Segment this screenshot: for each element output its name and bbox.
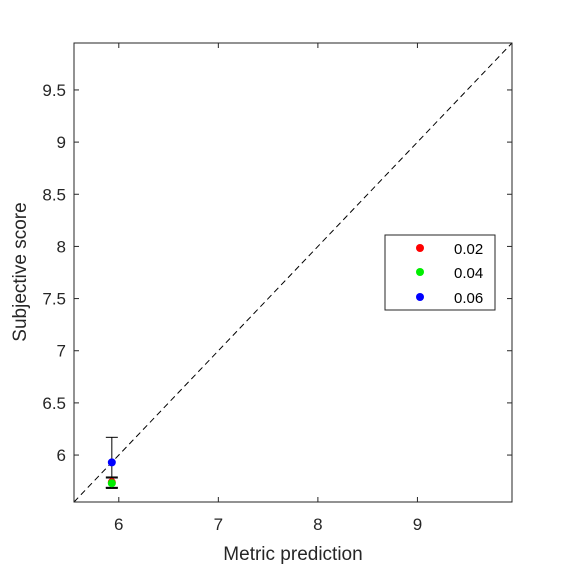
- data-point-0-06: [107, 458, 116, 467]
- y-axis-label: Subjective score: [10, 202, 31, 341]
- legend-label-0-04: 0.04: [454, 265, 483, 282]
- y-tick-label: 8.5: [42, 185, 66, 204]
- y-tick-label: 6: [57, 446, 66, 465]
- x-axis-label: Metric prediction: [223, 544, 362, 565]
- reference-line: [73, 42, 513, 503]
- axes-box: [73, 42, 513, 503]
- legend: 0.02 0.04 0.06: [384, 234, 496, 311]
- x-tick-label: 7: [214, 515, 223, 534]
- y-tick-label: 9.5: [42, 81, 66, 100]
- legend-label-0-06: 0.06: [454, 290, 483, 307]
- legend-label-0-02: 0.02: [454, 241, 483, 258]
- data-point-0-04: [107, 479, 116, 488]
- legend-marker-0-02: [416, 244, 424, 252]
- y-tick-label: 6.5: [42, 394, 66, 413]
- legend-box: [384, 234, 496, 311]
- x-tick-label: 8: [313, 515, 322, 534]
- x-tick-label: 6: [114, 515, 123, 534]
- legend-marker-0-04: [416, 268, 424, 276]
- x-tick-label: 9: [413, 515, 422, 534]
- plot-area: [73, 42, 513, 503]
- y-tick-label: 7.5: [42, 290, 66, 309]
- y-tick-label: 9: [57, 133, 66, 152]
- y-tick-label: 7: [57, 342, 66, 361]
- y-tick-label: 8: [57, 237, 66, 256]
- axis-ticks: 6 7 8 9 6 6.5 7 7.5 8 8.5 9 9.5: [42, 43, 512, 534]
- legend-marker-0-06: [416, 293, 424, 301]
